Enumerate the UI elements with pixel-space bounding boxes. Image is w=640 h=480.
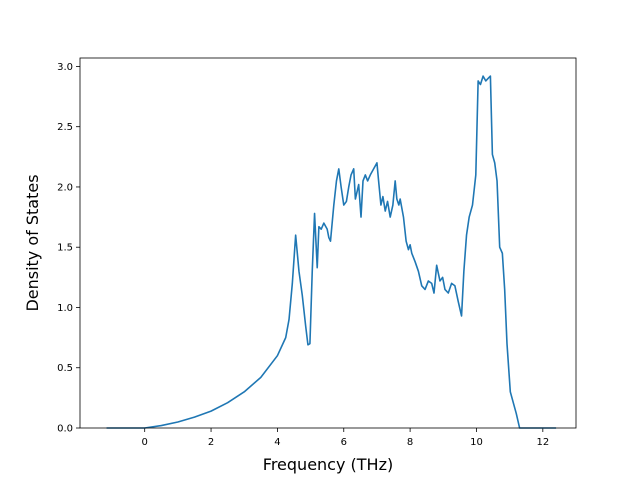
plot-background <box>80 58 576 428</box>
x-tick-label: 8 <box>407 437 413 448</box>
x-tick-label: 2 <box>208 437 214 448</box>
x-tick-label: 4 <box>274 437 280 448</box>
y-tick-label: 2.0 <box>57 182 73 193</box>
dos-series-line <box>106 75 557 429</box>
y-tick-label: 2.5 <box>57 122 73 133</box>
y-axis-label: Density of States <box>23 174 42 311</box>
x-tick-label: 12 <box>536 437 549 448</box>
y-tick-label: 0.5 <box>57 363 73 374</box>
x-tick-label: 10 <box>470 437 483 448</box>
y-tick-label: 1.0 <box>57 303 73 314</box>
y-axis-ticks: 0.0 0.5 1.0 1.5 2.0 2.5 3.0 <box>57 62 80 435</box>
x-axis-ticks: 0 2 4 6 8 10 12 <box>142 428 549 448</box>
y-tick-label: 3.0 <box>57 62 73 73</box>
y-tick-label: 1.5 <box>57 243 73 254</box>
plot-frame <box>79 57 577 429</box>
x-tick-label: 6 <box>341 437 347 448</box>
y-tick-label: 0.0 <box>57 424 73 435</box>
x-axis-label: Frequency (THz) <box>263 455 393 474</box>
x-tick-label: 0 <box>142 437 148 448</box>
